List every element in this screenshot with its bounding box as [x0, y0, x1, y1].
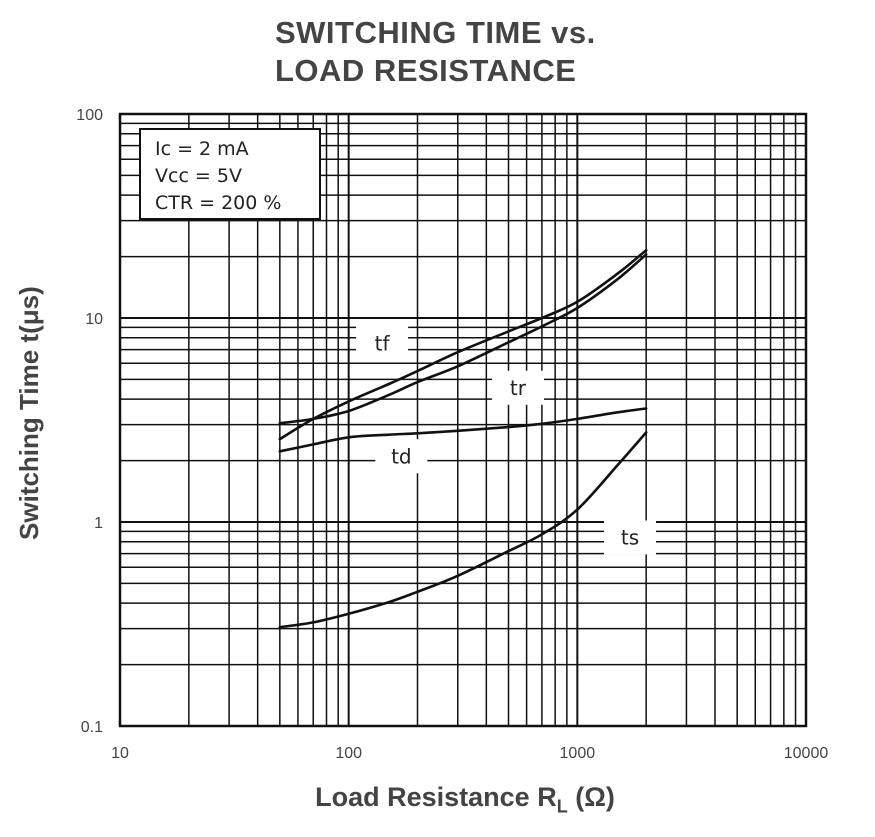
series-labels: tf tr td ts [356, 326, 657, 555]
series-label-td: td [391, 444, 412, 468]
x-tick-label: 100 [335, 745, 362, 762]
y-axis-label: Switching Time t(μs) [14, 286, 44, 540]
chart-title-line1: SWITCHING TIME vs. [275, 15, 596, 50]
chart-title-line2: LOAD RESISTANCE [275, 53, 577, 88]
series-label-ts: ts [621, 525, 639, 549]
x-axis-label: Load Resistance RL (Ω) [0, 782, 875, 817]
series-label-bg-tf [356, 326, 409, 361]
condition-vcc: Vcc = 5V [155, 165, 242, 187]
y-tick-label: 100 [76, 107, 103, 124]
x-axis-label-text: Load Resistance R [315, 782, 557, 812]
y-tick-label: 1 [94, 515, 103, 532]
plot-frame [118, 112, 808, 728]
series [278, 248, 648, 629]
chart-title: SWITCHING TIME vs. LOAD RESISTANCE [275, 14, 596, 90]
x-tick-label: 1000 [560, 745, 596, 762]
condition-ctr: CTR = 200 % [155, 192, 282, 214]
series-line-ts [278, 431, 648, 629]
series-label-tr: tr [510, 376, 527, 400]
series-line-tf [278, 248, 648, 441]
condition-ic: Ic = 2 mA [155, 138, 249, 160]
series-line-td [278, 407, 648, 453]
y-tick-label: 0.1 [81, 719, 103, 736]
conditions-box: Ic = 2 mA Vcc = 5V CTR = 200 % [139, 128, 321, 220]
tick-labels: 10 100 1000 10000 100 10 1 0.1 [76, 107, 828, 762]
y-tick-label: 10 [85, 311, 103, 328]
series-label-bg-td [375, 439, 428, 474]
series-label-bg-ts [604, 520, 657, 555]
series-line-tr [278, 253, 648, 425]
x-tick-label: 10000 [784, 745, 829, 762]
series-label-tf: tf [375, 331, 391, 355]
series-label-bg-tr [491, 370, 544, 405]
x-tick-label: 10 [111, 745, 129, 762]
x-axis-label-sub: L [556, 796, 568, 817]
x-axis-label-unit: (Ω) [575, 782, 615, 812]
